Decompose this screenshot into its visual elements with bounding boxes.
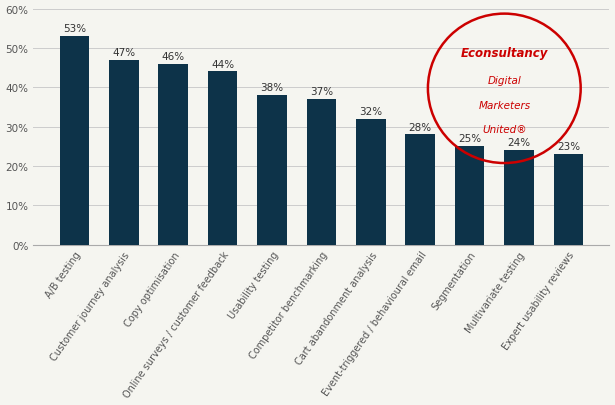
Text: 47%: 47% bbox=[113, 48, 135, 58]
Text: 24%: 24% bbox=[507, 138, 531, 148]
Bar bbox=[109, 60, 138, 245]
Text: Digital: Digital bbox=[488, 76, 521, 86]
Text: 28%: 28% bbox=[409, 122, 432, 132]
Bar bbox=[504, 151, 534, 245]
Text: 32%: 32% bbox=[359, 107, 383, 117]
Text: 46%: 46% bbox=[162, 52, 184, 62]
Text: 38%: 38% bbox=[261, 83, 284, 93]
Text: 44%: 44% bbox=[211, 60, 234, 70]
Bar bbox=[405, 135, 435, 245]
Bar bbox=[554, 155, 583, 245]
Text: 53%: 53% bbox=[63, 24, 86, 34]
Text: 37%: 37% bbox=[310, 87, 333, 97]
Bar bbox=[307, 100, 336, 245]
Bar bbox=[60, 37, 89, 245]
Bar bbox=[455, 147, 485, 245]
Bar bbox=[356, 119, 386, 245]
Text: 25%: 25% bbox=[458, 134, 481, 144]
Bar bbox=[159, 64, 188, 245]
Text: United®: United® bbox=[482, 125, 526, 134]
Bar bbox=[208, 72, 237, 245]
Bar bbox=[257, 96, 287, 245]
Text: Marketers: Marketers bbox=[478, 100, 530, 110]
Text: 23%: 23% bbox=[557, 142, 580, 152]
Text: Econsultancy: Econsultancy bbox=[461, 47, 548, 60]
